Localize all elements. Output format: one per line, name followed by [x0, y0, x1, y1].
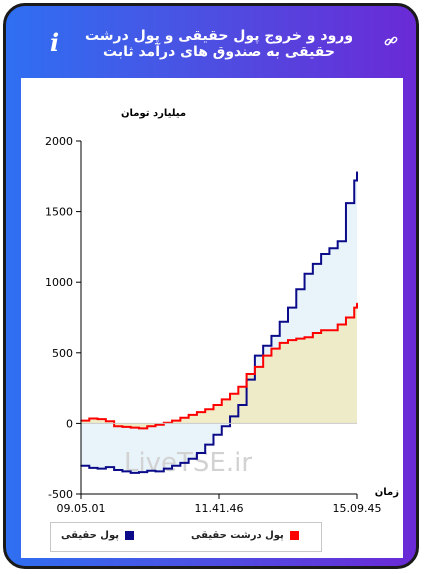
y-tick-label: 1500: [45, 206, 73, 219]
data-point-0-13: [187, 457, 190, 460]
data-point-0-15: [204, 443, 206, 446]
x-tick-label: 15.09.45: [333, 502, 382, 515]
data-point-0-24: [278, 320, 281, 323]
data-point-1-20: [245, 373, 248, 375]
data-point-1-7: [138, 427, 140, 430]
data-point-1-16: [212, 404, 215, 406]
data-point-1-34: [356, 302, 358, 305]
data-point-0-16: [212, 433, 215, 436]
info-icon[interactable]: i: [50, 28, 60, 57]
data-point-1-24: [278, 342, 281, 344]
data-point-1-31: [336, 323, 339, 326]
data-point-0-17: [220, 425, 223, 428]
legend-item-real-money[interactable]: پول حقیقی: [61, 530, 134, 546]
data-point-1-5: [121, 426, 124, 428]
data-point-0-2: [96, 467, 99, 470]
data-point-0-22: [262, 344, 264, 347]
data-point-1-12: [179, 416, 182, 419]
legend-label-big-real-money: پول درشت حقیقی: [191, 530, 284, 541]
data-point-0-34: [356, 171, 358, 173]
data-point-1-8: [146, 425, 149, 428]
card-header: i ورود و خروج پول حقیقی و پول درشت حقیقی…: [6, 6, 416, 78]
data-point-1-28: [312, 332, 314, 334]
data-point-0-5: [121, 470, 124, 473]
data-point-1-9: [154, 424, 157, 426]
y-tick-label: 2000: [45, 135, 73, 148]
data-point-1-26: [295, 337, 298, 340]
data-point-0-29: [320, 253, 322, 255]
data-point-1-29: [320, 329, 322, 332]
data-point-0-11: [171, 464, 173, 467]
data-point-1-22: [262, 354, 264, 357]
data-point-1-32: [345, 316, 347, 319]
y-axis-label: میلیارد تومان: [121, 108, 186, 119]
y-tick-label: 1000: [45, 276, 73, 289]
data-point-1-11: [171, 419, 173, 422]
data-point-0-9: [154, 470, 157, 473]
data-point-1-33: [353, 306, 356, 309]
data-point-0-6: [129, 472, 132, 474]
data-point-0-27: [303, 272, 306, 275]
data-point-1-1: [88, 417, 91, 420]
data-point-0-32: [345, 202, 347, 204]
legend: پول حقیقی پول درشت حقیقی: [50, 522, 322, 552]
y-tick-label: 500: [52, 347, 73, 360]
data-point-0-23: [270, 335, 273, 337]
data-point-1-18: [229, 392, 231, 395]
data-point-1-3: [105, 420, 107, 423]
data-point-0-1: [88, 467, 91, 469]
legend-swatch-big-real-money: [289, 530, 299, 540]
y-tick-label: -500: [48, 488, 73, 501]
x-tick-label: 09.05.01: [57, 502, 106, 515]
data-point-0-19: [237, 404, 240, 406]
legend-swatch-real-money: [124, 530, 134, 540]
data-point-1-25: [287, 339, 289, 341]
data-point-1-2: [96, 418, 99, 420]
data-point-0-18: [229, 415, 231, 418]
data-point-0-28: [312, 263, 314, 265]
y-tick-label: 0: [66, 417, 73, 430]
chart-card: i ورود و خروج پول حقیقی و پول درشت حقیقی…: [3, 3, 419, 569]
data-point-0-30: [328, 247, 331, 250]
chart-panel: LiveTSE.ir 2000 1500 1000 500 0 -500 09.05.01 1…: [21, 78, 403, 558]
data-point-1-19: [237, 385, 240, 388]
data-point-1-15: [204, 408, 206, 411]
data-point-1-4: [113, 425, 115, 428]
chart-title: ورود و خروج پول حقیقی و پول درشت حقیقی ب…: [84, 28, 354, 60]
legend-item-big-real-money[interactable]: پول درشت حقیقی: [191, 530, 299, 546]
data-point-1-14: [196, 411, 198, 413]
data-point-0-3: [105, 466, 107, 468]
data-point-1-13: [187, 414, 190, 416]
data-point-1-6: [129, 426, 132, 429]
x-tick-label: 11.41.46: [195, 502, 244, 515]
data-point-0-25: [287, 306, 289, 309]
data-point-0-33: [353, 179, 356, 182]
data-point-0-7: [138, 471, 140, 473]
x-axis-label: زمان: [375, 487, 399, 498]
data-point-0-14: [196, 452, 198, 454]
data-point-0-21: [254, 354, 256, 357]
data-point-0-31: [336, 240, 339, 243]
data-point-1-27: [303, 336, 306, 339]
link-icon[interactable]: [384, 34, 398, 48]
data-point-0-26: [295, 288, 298, 291]
data-point-0-4: [113, 469, 115, 471]
data-point-1-17: [220, 398, 223, 401]
data-point-1-23: [270, 347, 273, 350]
legend-label-real-money: پول حقیقی: [61, 530, 119, 541]
data-point-1-30: [328, 329, 331, 332]
data-point-0-12: [179, 462, 182, 464]
data-point-1-21: [254, 366, 256, 368]
data-point-0-8: [146, 469, 149, 472]
series-area-1: [81, 303, 357, 429]
data-point-0-10: [163, 467, 165, 470]
